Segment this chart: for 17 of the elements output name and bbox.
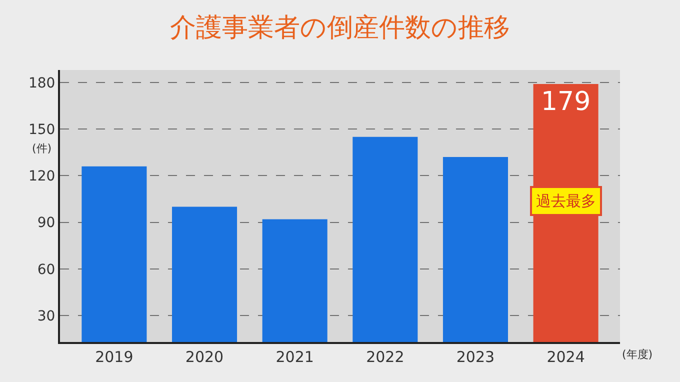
x-tick-label: 2024 xyxy=(546,348,585,366)
x-tick-label: 2019 xyxy=(95,348,134,366)
y-tick-label: 120 xyxy=(28,168,56,185)
x-tick-label: 2021 xyxy=(276,348,314,366)
chart-title: 介護事業者の倒産件数の推移 xyxy=(170,12,510,43)
x-axis-title: (年度) xyxy=(622,348,653,361)
x-tick-label: 2020 xyxy=(185,348,224,366)
data-label: 179 xyxy=(540,86,591,117)
y-tick-label: 90 xyxy=(37,215,56,232)
y-tick-label: 150 xyxy=(28,122,56,138)
y-tick-label: 180 xyxy=(28,75,56,92)
y-tick-label: 60 xyxy=(37,262,56,278)
annotation: 過去最多 xyxy=(536,192,596,210)
y-axis-title: (件) xyxy=(32,142,52,155)
x-tick-label: 2023 xyxy=(456,348,495,366)
x-tick-label: 2022 xyxy=(366,348,404,366)
y-tick-label: 30 xyxy=(37,308,56,324)
